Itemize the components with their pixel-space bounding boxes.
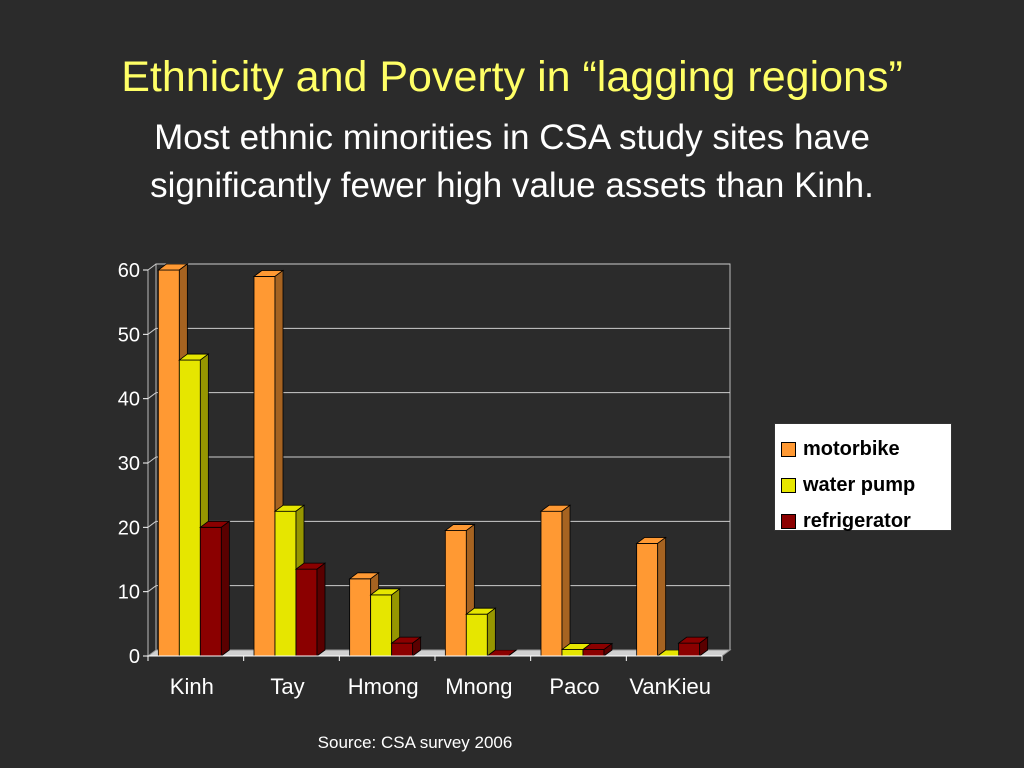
legend-swatch-refrigerator: [781, 513, 796, 529]
bar-motorbike-kinh: [157, 269, 180, 657]
bar-motorbike-tay: [253, 276, 276, 657]
bar-motorbike-vankieu: [636, 543, 659, 657]
gridline-side: [147, 456, 157, 464]
legend-label-water-pump: water pump: [803, 473, 916, 496]
y-tick-label: 50: [118, 324, 140, 346]
bar-side-motorbike-paco: [561, 504, 571, 657]
y-tick-label: 30: [118, 453, 140, 475]
bar-side-refrigerator-hmong: [412, 636, 422, 657]
y-tick-label: 10: [118, 582, 140, 604]
x-tick-label-vankieu: VanKieu: [629, 674, 711, 699]
gridline-side: [147, 327, 157, 335]
bar-side-motorbike-vankieu: [657, 536, 667, 657]
bar-water-pump-paco: [561, 649, 584, 657]
legend-item-water-pump: water pump: [781, 467, 951, 503]
legend-label-refrigerator: refrigerator: [803, 509, 911, 532]
bar-side-refrigerator-kinh: [220, 520, 230, 657]
bar-side-water-pump-mnong: [486, 607, 496, 657]
bar-water-pump-hmong: [370, 594, 393, 657]
y-tick-label: 60: [118, 260, 140, 282]
bar-side-refrigerator-paco: [603, 642, 613, 657]
bar-motorbike-paco: [540, 510, 563, 657]
x-tick-label-hmong: Hmong: [348, 674, 419, 699]
bar-water-pump-kinh: [178, 359, 201, 657]
bar-refrigerator-tay: [295, 568, 318, 657]
x-tick-label-kinh: Kinh: [170, 674, 214, 699]
bar-refrigerator-hmong: [391, 642, 414, 657]
legend-swatch-water-pump: [781, 477, 796, 493]
bar-side-refrigerator-tay: [316, 562, 326, 657]
gridline-side: [147, 585, 157, 593]
slide-subtitle: Most ethnic minorities in CSA study site…: [150, 118, 874, 205]
x-tick-label-paco: Paco: [549, 674, 599, 699]
bar-water-pump-mnong: [465, 613, 488, 657]
bar-motorbike-hmong: [349, 578, 372, 657]
y-tick-label: 20: [118, 517, 140, 539]
gridline-side: [147, 392, 157, 400]
legend-label-motorbike: motorbike: [803, 437, 900, 460]
slide-title: Ethnicity and Poverty in “lagging region…: [121, 53, 903, 101]
x-tick-label-tay: Tay: [270, 674, 304, 699]
bar-refrigerator-kinh: [199, 526, 222, 657]
legend-item-refrigerator: refrigerator: [781, 503, 951, 539]
y-tick-label: 0: [129, 646, 140, 668]
bar-motorbike-mnong: [444, 530, 467, 657]
bar-water-pump-tay: [274, 510, 297, 657]
bar-side-refrigerator-mnong: [508, 649, 517, 657]
legend-swatch-motorbike: [781, 441, 796, 457]
legend-item-motorbike: motorbike: [781, 431, 951, 467]
bar-side-refrigerator-vankieu: [699, 636, 709, 657]
x-tick-label-mnong: Mnong: [445, 674, 512, 699]
bar-refrigerator-paco: [582, 649, 605, 657]
y-tick-label: 40: [118, 389, 140, 411]
source-note: Source: CSA survey 2006: [317, 733, 513, 752]
gridline-side: [147, 263, 157, 271]
chart-legend: motorbike water pump refrigerator: [774, 423, 952, 532]
bar-refrigerator-vankieu: [678, 642, 701, 657]
gridline-side: [147, 520, 157, 528]
